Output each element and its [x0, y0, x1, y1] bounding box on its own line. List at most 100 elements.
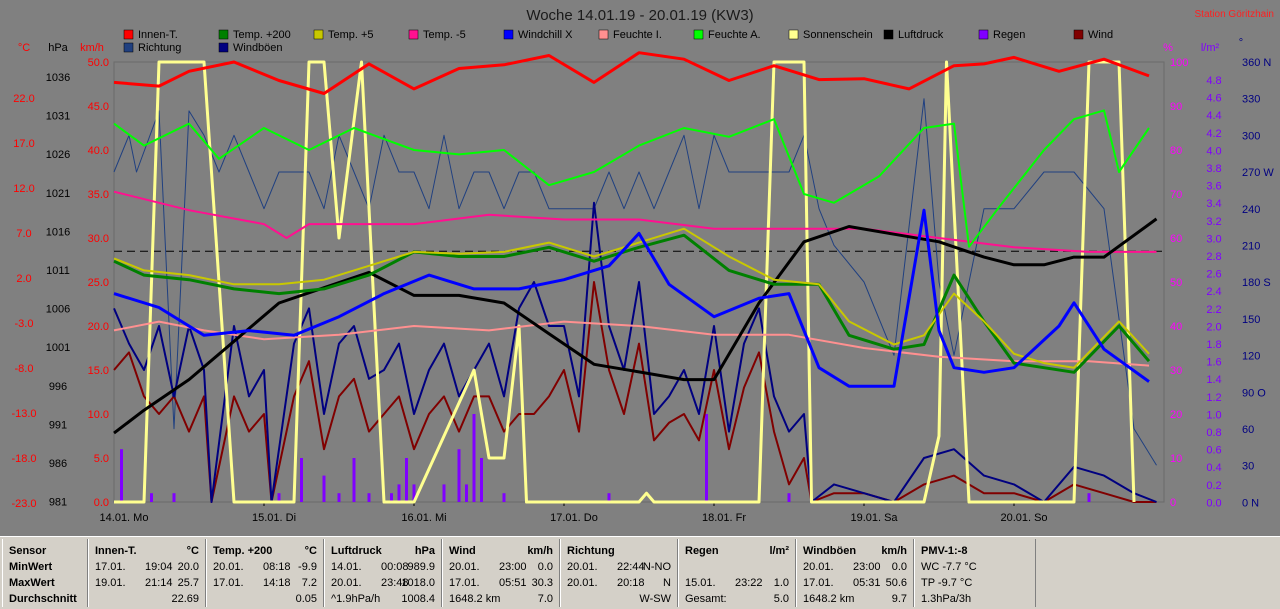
stats-time: 14:18 [263, 577, 291, 589]
tick-kmh: 50.0 [88, 57, 109, 69]
tick-percent: 100 [1170, 57, 1188, 69]
stats-date: TP -9.7 °C [921, 577, 973, 589]
day-label: 15.01. Di [252, 512, 296, 524]
tick-celsius: -13.0 [11, 408, 36, 420]
series-regen-bar [172, 493, 176, 502]
legend-label-temp-200: Temp. +200 [233, 29, 291, 41]
tick-celsius: -3.0 [15, 318, 34, 330]
legend-swatch-sonnenschein [788, 29, 799, 40]
tick-lm2: 3.8 [1206, 163, 1221, 175]
legend-swatch-innen-t [123, 29, 134, 40]
tick-lm2: 4.4 [1206, 110, 1221, 122]
stats-row: Sensor [7, 543, 83, 559]
tick-direction: 90 O [1242, 387, 1266, 399]
stats-col-name: Innen-T. [95, 545, 137, 557]
stats-row: 0.05 [211, 591, 319, 607]
legend-label-regen: Regen [993, 29, 1025, 41]
tick-hpa: 986 [49, 458, 67, 470]
stats-value: 989.9 [407, 561, 435, 573]
stats-value: 9.7 [891, 593, 907, 605]
tick-direction: 0 N [1242, 497, 1259, 509]
stats-col-name: Temp. +200 [213, 545, 273, 557]
series-temp-5-line [113, 190, 1157, 253]
series-richtung-line [113, 98, 1157, 466]
tick-percent: 20 [1170, 409, 1182, 421]
stats-time: 05:31 [853, 577, 881, 589]
stats-date: 17.01. [803, 577, 834, 589]
day-label: 14.01. Mo [100, 512, 149, 524]
tick-lm2: 0.4 [1206, 462, 1221, 474]
tick-percent: 70 [1170, 189, 1182, 201]
stats-value: 1008.4 [401, 593, 435, 605]
stats-time: 05:51 [499, 577, 527, 589]
tick-lm2: 1.2 [1206, 392, 1221, 404]
tick-percent: 60 [1170, 233, 1182, 245]
tick-lm2: 4.2 [1206, 128, 1221, 140]
tick-hpa: 1011 [46, 265, 70, 277]
stats-date: 1.3hPa/3h [921, 593, 972, 605]
series-regen-bar [405, 458, 408, 502]
stats-row: 22.69 [93, 591, 201, 607]
day-label: 20.01. So [1000, 512, 1047, 524]
legend-label-temp-5: Temp. +5 [328, 29, 374, 41]
series-regen-bar [337, 493, 341, 502]
tick-hpa: 981 [49, 497, 67, 509]
legend-swatch-wind [1073, 29, 1084, 40]
tick-lm2: 1.0 [1206, 409, 1221, 421]
stats-date: 1648.2 km [803, 593, 855, 605]
series-sonnenschein-line [114, 60, 1136, 504]
stats-column-regen: Regen l/m² 15.01. 23:22 1.0 Gesamt: 5.0 [678, 539, 796, 607]
series-regen-bar [150, 493, 153, 502]
tick-direction: 60 [1242, 424, 1254, 436]
stats-row: Windböen km/h [801, 543, 909, 559]
stats-row: 20.01. 08:18 -9.9 [211, 559, 319, 575]
tick-celsius: -18.0 [11, 453, 36, 465]
stats-value: 7.2 [301, 577, 317, 589]
tick-lm2: 4.6 [1206, 93, 1221, 105]
stats-col-name: Luftdruck [331, 545, 382, 557]
stats-value: 0.0 [537, 561, 553, 573]
stats-time: 21:14 [145, 577, 173, 589]
stats-value: 50.6 [885, 577, 907, 589]
series-regen-bar [120, 449, 123, 502]
series-regen-bar [607, 493, 611, 502]
tick-hpa: 1006 [46, 304, 70, 316]
tick-kmh: 5.0 [94, 453, 109, 465]
tick-hpa: 1021 [46, 188, 70, 200]
stats-col-name: PMV-1:-8 [921, 545, 968, 557]
tick-lm2: 3.0 [1206, 233, 1221, 245]
stats-date: 20.01. [213, 561, 244, 573]
legend: Innen-T. Temp. +200 Temp. +5 Temp. -5 Windch… [123, 29, 1113, 54]
stats-panel: Sensor MinWert MaxWert Durchschnitt Innen-T.… [0, 536, 1280, 609]
stats-value: 7.0 [537, 593, 553, 605]
legend-label-windb-en: Windböen [233, 42, 283, 54]
stats-row: WC -7.7 °C [919, 559, 1031, 575]
series-regen-bar [300, 458, 303, 502]
tick-kmh: 15.0 [88, 365, 109, 377]
stats-date: 17.01. [95, 561, 126, 573]
axis-unit-kmh: km/h [80, 42, 104, 54]
tick-lm2: 0.2 [1206, 480, 1221, 492]
stats-value: 25.7 [177, 577, 199, 589]
legend-swatch-temp-5 [408, 29, 419, 40]
stats-row: 20.01. 23:00 0.0 [801, 559, 909, 575]
stats-time: 23:48 [381, 577, 409, 589]
stats-row: W-SW [565, 591, 673, 607]
tick-direction: 30 [1242, 461, 1254, 473]
tick-percent: 30 [1170, 365, 1182, 377]
tick-lm2: 3.4 [1206, 198, 1221, 210]
stats-row [683, 559, 791, 575]
series-regen-bar [1087, 493, 1091, 502]
tick-kmh: 45.0 [88, 101, 109, 113]
tick-percent: 40 [1170, 321, 1182, 333]
stats-col-unit: l/m² [769, 545, 789, 557]
stats-row: Gesamt: 5.0 [683, 591, 791, 607]
legend-swatch-richtung [123, 42, 134, 53]
stats-row: ^1.9hPa/h 1008.4 [329, 591, 437, 607]
stats-row-label: MaxWert [9, 577, 55, 589]
chart-title: Woche 14.01.19 - 20.01.19 (KW3) [526, 7, 753, 24]
stats-value: 1018.0 [401, 577, 435, 589]
tick-percent: 90 [1170, 101, 1182, 113]
tick-lm2: 4.0 [1206, 145, 1221, 157]
stats-col-unit: °C [186, 545, 199, 557]
